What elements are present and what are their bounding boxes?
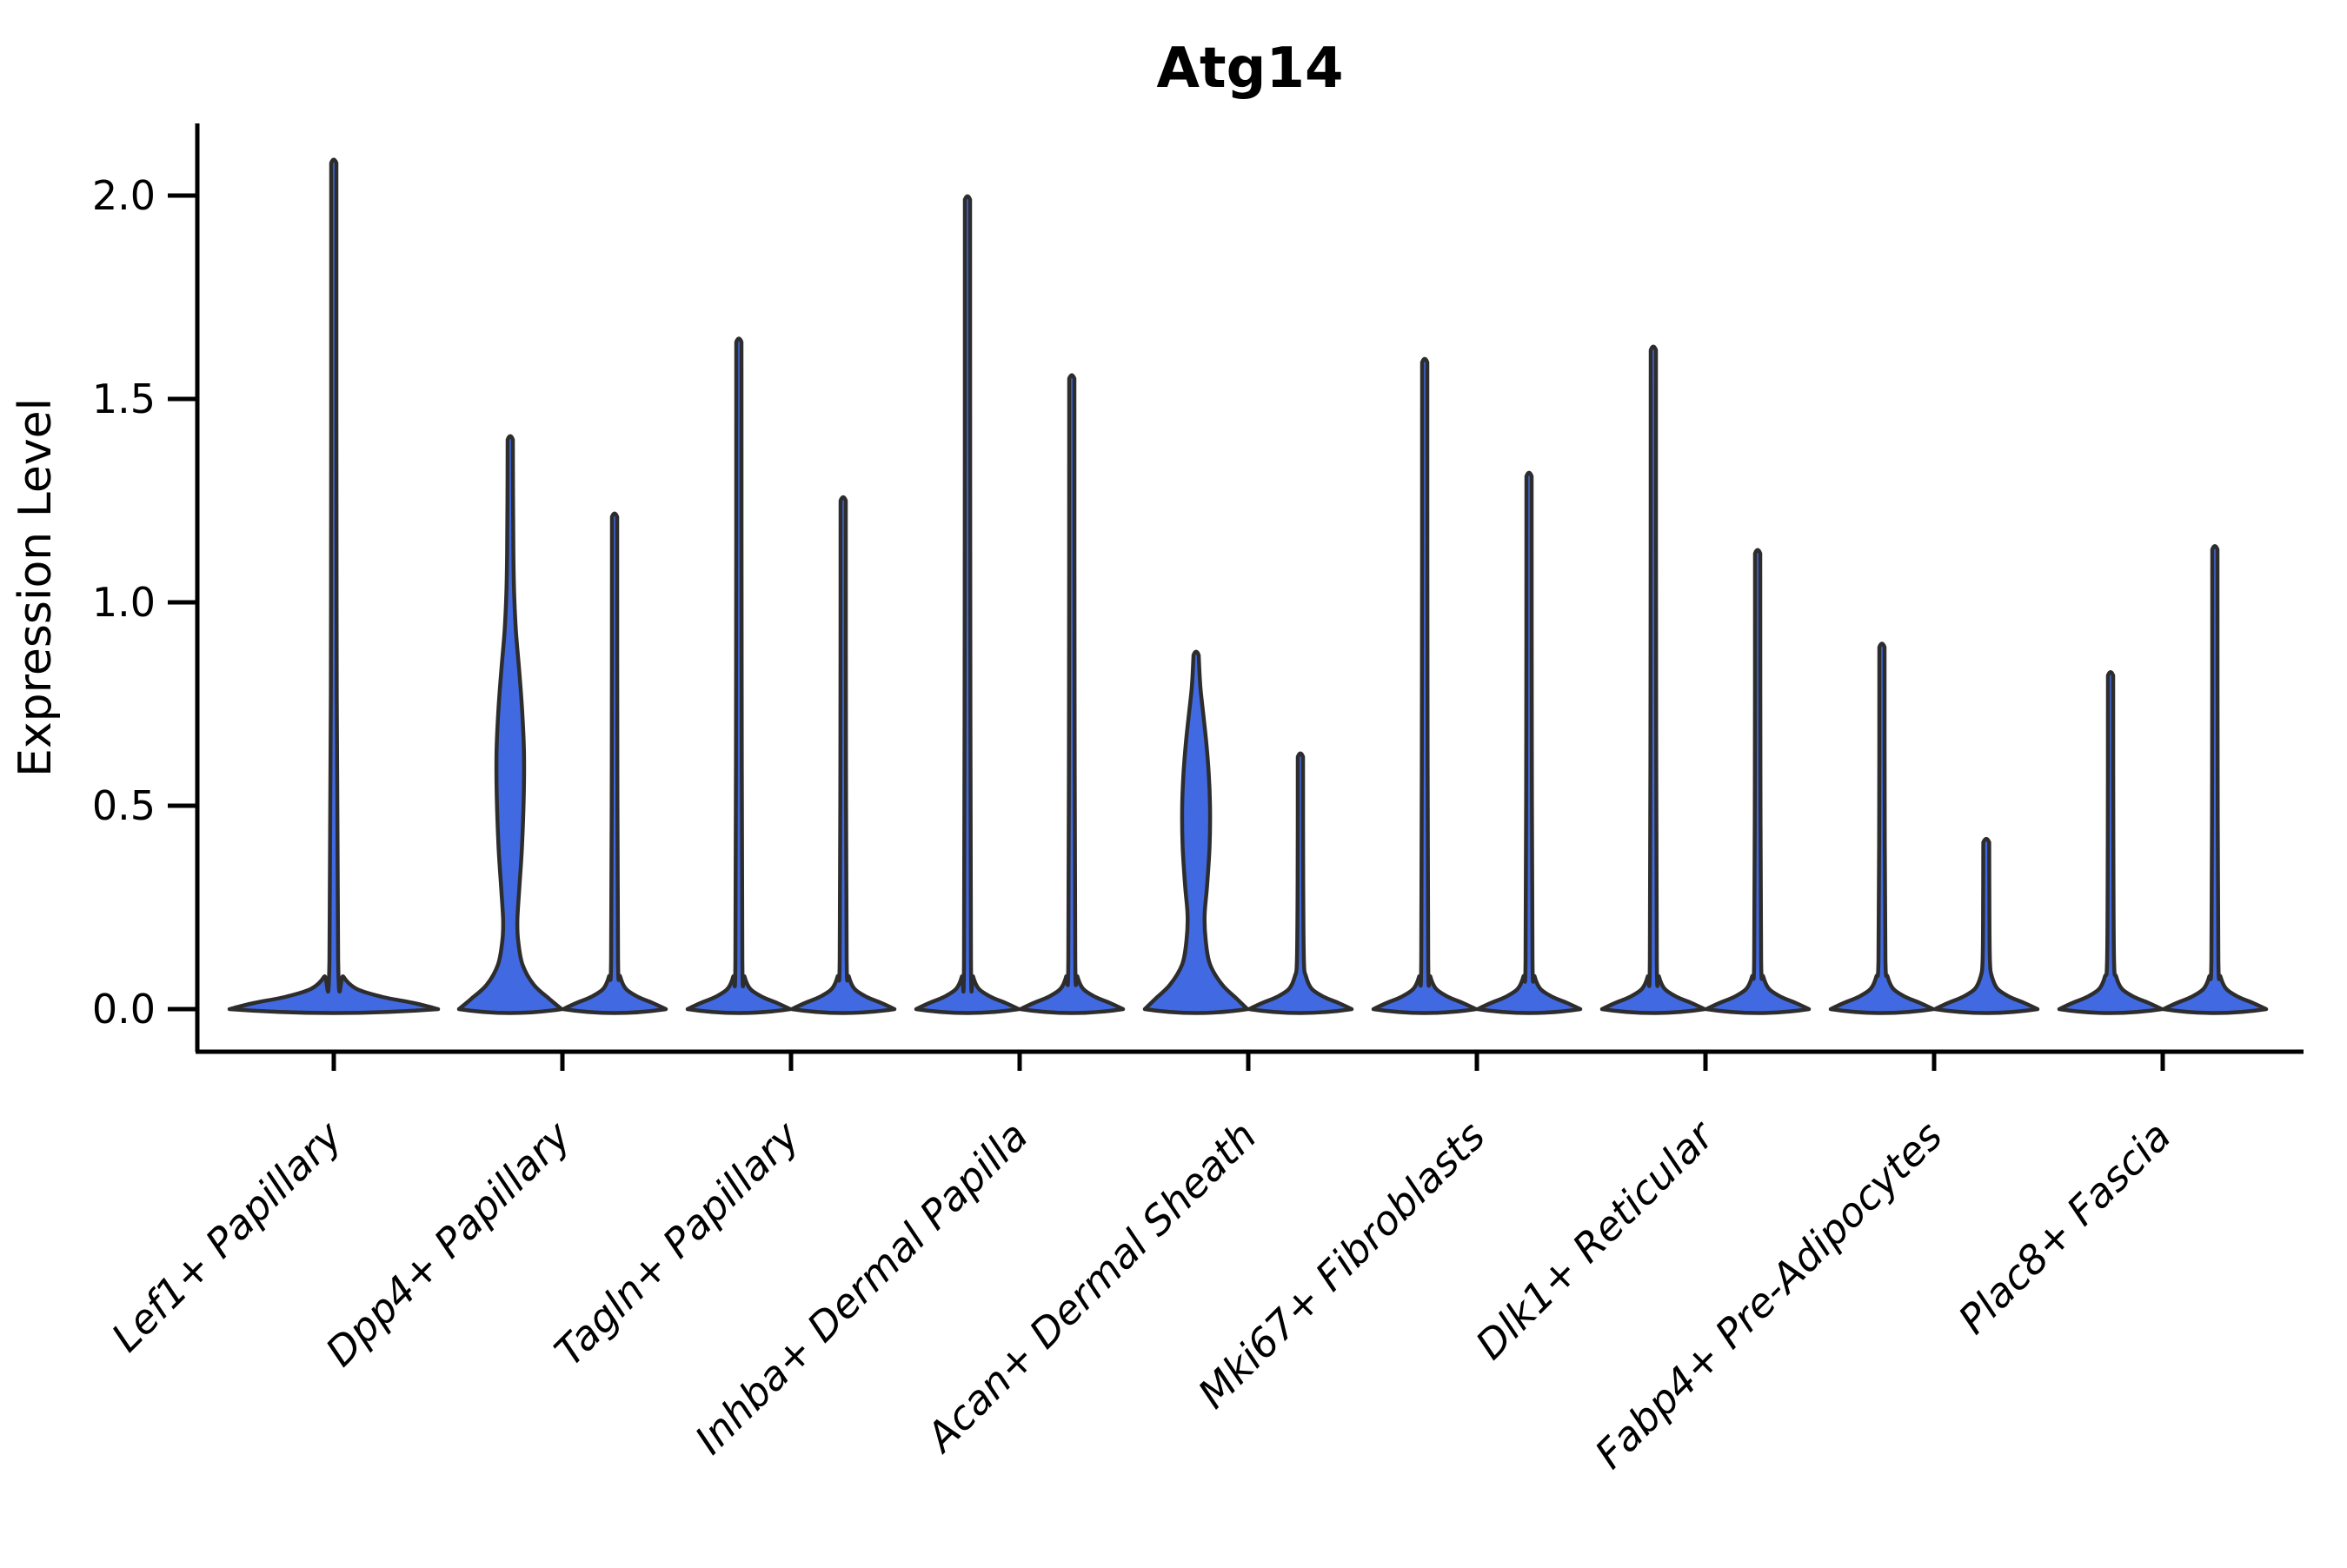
violin-acan-left bbox=[1142, 649, 1250, 1015]
y-tick-label: 0.5 bbox=[92, 782, 156, 829]
x-tick-label: Dlk1+ Reticular bbox=[1466, 1110, 1725, 1368]
violin-dlk1-left bbox=[1599, 344, 1707, 1015]
x-tick-label: Plac8+ Fascia bbox=[1949, 1113, 2179, 1343]
violin-mki67-left bbox=[1371, 356, 1479, 1015]
violin-dpp4-left bbox=[456, 434, 564, 1015]
y-tick-label: 1.5 bbox=[92, 375, 156, 422]
violin-dpp4-right bbox=[561, 511, 668, 1015]
violin-inhba-left bbox=[914, 194, 1021, 1015]
violin-dlk1-right bbox=[1704, 548, 1812, 1015]
chart-title: Atg14 bbox=[1157, 37, 1344, 101]
violin-tagln-left bbox=[685, 336, 793, 1015]
y-axis-label: Expression Level bbox=[10, 398, 62, 777]
y-tick-label: 0.0 bbox=[92, 986, 156, 1033]
violin-inhba-right bbox=[1018, 373, 1126, 1015]
violin-mki67-right bbox=[1475, 470, 1583, 1015]
violin-tagln-right bbox=[789, 495, 897, 1015]
violin-plac8-right bbox=[2161, 543, 2269, 1015]
y-tick-label: 1.0 bbox=[92, 579, 156, 626]
x-tick-label: Tagln+ Papillary bbox=[545, 1112, 808, 1375]
violin-acan-right bbox=[1247, 751, 1354, 1015]
violin-fabp4-left bbox=[1828, 641, 1936, 1015]
violin-fabp4-right bbox=[1932, 836, 2040, 1015]
y-tick-label: 2.0 bbox=[92, 172, 156, 219]
violin-lef1-center bbox=[227, 157, 441, 1015]
x-tick-label: Lef1+ Papillary bbox=[103, 1112, 351, 1360]
violin-plac8-left bbox=[2057, 669, 2164, 1015]
x-tick-label: Dpp4+ Papillary bbox=[316, 1112, 580, 1375]
